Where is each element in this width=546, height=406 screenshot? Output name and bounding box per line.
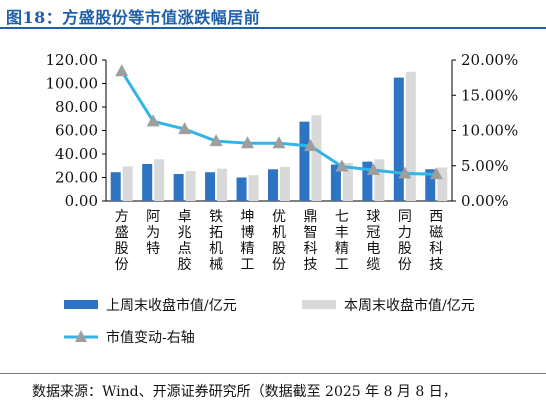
left-tick-label: 20.00: [55, 169, 98, 187]
category-label: 方盛股份: [115, 209, 129, 273]
legend-swatch-change-marker: [75, 330, 87, 342]
category-label: 铁拓机械: [209, 209, 223, 273]
legend-label-change: 市值变动-右轴: [106, 329, 195, 346]
category-label: 坤博精工: [241, 209, 255, 273]
line-marker: [272, 136, 286, 149]
left-tick-label: 100.00: [46, 75, 99, 93]
category-label: 球冠电缆: [366, 209, 380, 273]
bar-last-week: [425, 169, 436, 201]
bar-last-week: [268, 169, 278, 201]
category-label: 卓兆点胶: [178, 209, 192, 273]
bar-this-week: [280, 166, 290, 201]
line-marker: [429, 167, 443, 180]
legend-label-last-week: 上周末收盘市值/亿元: [106, 297, 237, 314]
footer-rule: [0, 373, 546, 374]
line-marker: [115, 64, 129, 77]
category-label: 鼎智科技: [303, 209, 317, 273]
line-marker: [209, 134, 223, 147]
category-label: 同力股份: [398, 209, 412, 273]
right-tick-label: 0.00%: [461, 192, 509, 210]
bar-last-week: [236, 177, 247, 201]
category-label: 西磁科技: [429, 209, 443, 273]
right-tick-label: 10.00%: [461, 122, 518, 140]
bar-last-week: [173, 173, 184, 201]
left-tick-label: 40.00: [55, 145, 98, 163]
line-marker: [241, 136, 255, 149]
line-market-cap-change: [120, 70, 437, 176]
line-marker: [303, 139, 317, 152]
source-note: 数据来源：Wind、开源证券研究所（数据截至 2025 年 8 月 8 日，: [32, 384, 457, 400]
right-tick-label: 15.00%: [461, 86, 518, 104]
left-tick-label: 80.00: [55, 98, 98, 116]
bar-last-week: [299, 121, 310, 201]
bar-this-week: [342, 162, 353, 201]
bar-this-week: [185, 171, 196, 201]
chart-area: 0.00 20.00 40.00 60.00 80.00 100.00 120.00 0.00…: [46, 51, 519, 346]
line-marker: [366, 162, 380, 175]
title-rule: [0, 27, 546, 29]
bar-this-week: [217, 168, 228, 201]
bar-this-week: [248, 175, 259, 201]
right-tick-label: 5.00%: [461, 157, 509, 175]
legend-swatch-this-week: [302, 300, 336, 309]
line-marker: [146, 114, 160, 127]
bar-this-week: [122, 166, 133, 201]
legend-label-this-week: 本周末收盘市值/亿元: [344, 297, 475, 314]
bar-this-week: [154, 159, 165, 201]
category-label: 优机股份: [272, 209, 286, 273]
bar-last-week: [330, 164, 341, 201]
bar-this-week: [311, 115, 322, 201]
bar-this-week: [405, 71, 416, 201]
bar-last-week: [142, 163, 153, 201]
left-tick-label: 0.00: [65, 192, 98, 210]
left-tick-label: 60.00: [55, 122, 98, 140]
left-tick-label: 120.00: [46, 51, 99, 69]
figure-title: 图18：方盛股份等市值涨跌幅居前: [6, 8, 261, 27]
right-tick-label: 20.00%: [461, 51, 518, 69]
line-marker: [178, 122, 192, 135]
bar-last-week: [362, 161, 373, 201]
bar-last-week: [110, 172, 121, 201]
line-marker: [398, 166, 412, 179]
legend-swatch-last-week: [64, 300, 98, 309]
line-marker: [335, 159, 349, 172]
bar-this-week: [374, 159, 385, 201]
category-label: 七丰精工: [335, 209, 349, 273]
bar-this-week: [437, 167, 448, 201]
bar-last-week: [393, 77, 404, 201]
category-label: 阿为特: [146, 209, 160, 257]
bar-last-week: [205, 172, 216, 201]
